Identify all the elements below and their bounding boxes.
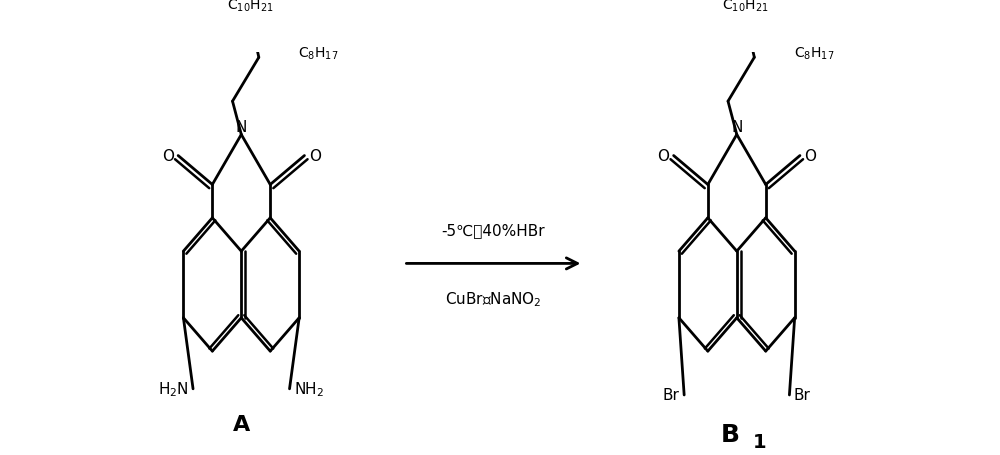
Text: CuBr，NaNO$_2$: CuBr，NaNO$_2$ [445, 290, 542, 309]
Text: N: N [731, 119, 742, 134]
Text: O: O [804, 149, 816, 164]
Text: O: O [162, 149, 174, 164]
Text: NH$_2$: NH$_2$ [294, 379, 324, 398]
Text: O: O [309, 149, 321, 164]
Text: Br: Br [663, 388, 680, 403]
Text: C$_{10}$H$_{21}$: C$_{10}$H$_{21}$ [722, 0, 769, 15]
Text: -5℃，40%HBr: -5℃，40%HBr [442, 222, 545, 238]
Text: Br: Br [794, 388, 811, 403]
Text: C$_8$H$_{17}$: C$_8$H$_{17}$ [794, 46, 834, 62]
Text: C$_{10}$H$_{21}$: C$_{10}$H$_{21}$ [227, 0, 273, 15]
Text: O: O [657, 149, 669, 164]
Text: C$_8$H$_{17}$: C$_8$H$_{17}$ [298, 46, 339, 62]
Text: $\mathbf{A}$: $\mathbf{A}$ [232, 414, 251, 434]
Text: $\mathbf{1}$: $\mathbf{1}$ [752, 432, 766, 451]
Text: H$_2$N: H$_2$N [158, 379, 189, 398]
Text: N: N [236, 119, 247, 134]
Text: $\mathbf{B}$: $\mathbf{B}$ [720, 423, 739, 446]
